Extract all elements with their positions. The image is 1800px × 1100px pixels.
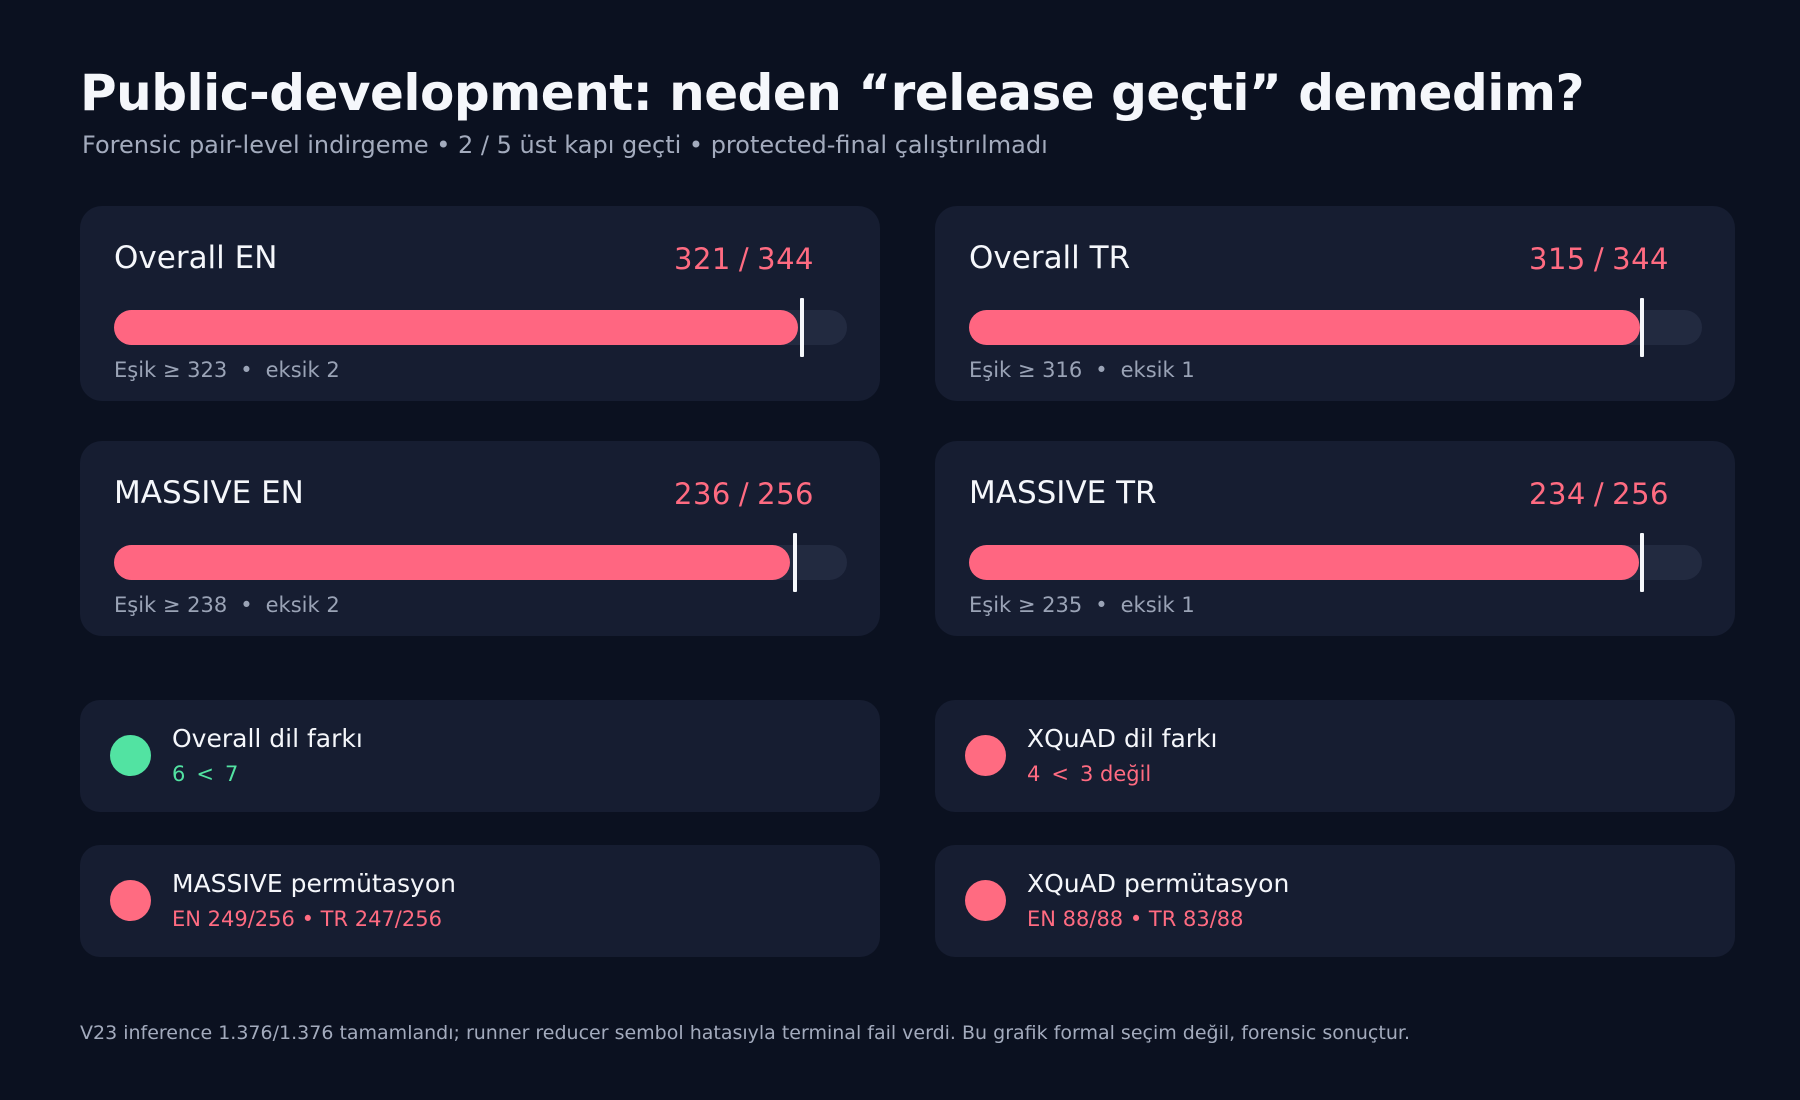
gate-card-xquad-language-gap: XQuAD dil farkı 4 <3 değil [935,700,1735,812]
separator-dot: • [1095,593,1108,617]
score-card-overall-en: Overall EN 321/344 Eşik ≥ 323 • eksik 2 [80,206,880,401]
progress-bar [969,310,1641,345]
progress-bar [114,310,798,345]
gate-title: MASSIVE permütasyon [172,869,456,898]
missing-label: eksik 2 [265,593,340,617]
status-dot [110,735,151,776]
card-label: Overall EN [114,240,278,276]
gate-operator: < [196,762,214,786]
threshold-label: Eşik ≥ 316 [969,358,1083,382]
progress-track [114,533,847,592]
card-score: 234/256 [1529,477,1669,511]
gate-detail: EN 249/256 • TR 247/256 [172,907,442,931]
gate-value-a: 6 [172,762,186,786]
missing-label: eksik 1 [1120,358,1195,382]
status-dot [965,880,1006,921]
score-separator: / [1593,477,1605,511]
score-value: 315 [1529,242,1586,276]
score-value: 321 [674,242,731,276]
card-score: 321/344 [674,242,814,276]
score-separator: / [738,477,750,511]
gate-detail: 6 <7 [172,762,238,786]
separator-dot: • [240,358,253,382]
threshold-label: Eşik ≥ 323 [114,358,228,382]
progress-bar [969,545,1639,580]
gate-detail: EN 88/88 • TR 83/88 [1027,907,1244,931]
separator-dot: • [240,593,253,617]
score-separator: / [1593,242,1605,276]
page-title: Public-development: neden “release geçti… [80,64,1585,122]
gate-title: XQuAD permütasyon [1027,869,1290,898]
score-total: 256 [1612,477,1669,511]
missing-label: eksik 2 [265,358,340,382]
gate-value-b: 3 değil [1079,762,1152,786]
gate-detail: 4 <3 değil [1027,762,1151,786]
score-card-massive-en: MASSIVE EN 236/256 Eşik ≥ 238 • eksik 2 [80,441,880,636]
card-score: 236/256 [674,477,814,511]
gate-value-b: 7 [224,762,239,786]
status-dot [965,735,1006,776]
threshold-marker [1639,533,1644,592]
status-dot [110,880,151,921]
threshold-label: Eşik ≥ 235 [969,593,1083,617]
card-footer: Eşik ≥ 316 • eksik 1 [969,358,1195,382]
gate-value-a: 4 [1027,762,1041,786]
page-subtitle: Forensic pair-level indirgeme • 2 / 5 üs… [82,131,1048,159]
progress-track [114,298,847,357]
score-value: 236 [674,477,731,511]
progress-track [969,298,1702,357]
score-total: 344 [757,242,814,276]
card-score: 315/344 [1529,242,1669,276]
score-total: 344 [1612,242,1669,276]
score-card-overall-tr: Overall TR 315/344 Eşik ≥ 316 • eksik 1 [935,206,1735,401]
score-separator: / [738,242,750,276]
score-total: 256 [757,477,814,511]
missing-label: eksik 1 [1120,593,1195,617]
gate-card-overall-language-gap: Overall dil farkı 6 <7 [80,700,880,812]
card-label: Overall TR [969,240,1131,276]
threshold-marker [1640,298,1645,357]
gate-operator: < [1051,762,1069,786]
gate-card-xquad-permutation: XQuAD permütasyon EN 88/88 • TR 83/88 [935,845,1735,957]
card-footer: Eşik ≥ 235 • eksik 1 [969,593,1195,617]
footnote: V23 inference 1.376/1.376 tamamlandı; ru… [80,1022,1410,1044]
threshold-marker [793,533,798,592]
separator-dot: • [1095,358,1108,382]
threshold-label: Eşik ≥ 238 [114,593,228,617]
card-footer: Eşik ≥ 323 • eksik 2 [114,358,340,382]
threshold-marker [800,298,805,357]
progress-bar [114,545,790,580]
gate-card-massive-permutation: MASSIVE permütasyon EN 249/256 • TR 247/… [80,845,880,957]
score-value: 234 [1529,477,1586,511]
score-card-massive-tr: MASSIVE TR 234/256 Eşik ≥ 235 • eksik 1 [935,441,1735,636]
card-label: MASSIVE TR [969,475,1157,511]
progress-track [969,533,1702,592]
card-label: MASSIVE EN [114,475,304,511]
gate-title: Overall dil farkı [172,724,363,753]
gate-title: XQuAD dil farkı [1027,724,1218,753]
card-footer: Eşik ≥ 238 • eksik 2 [114,593,340,617]
